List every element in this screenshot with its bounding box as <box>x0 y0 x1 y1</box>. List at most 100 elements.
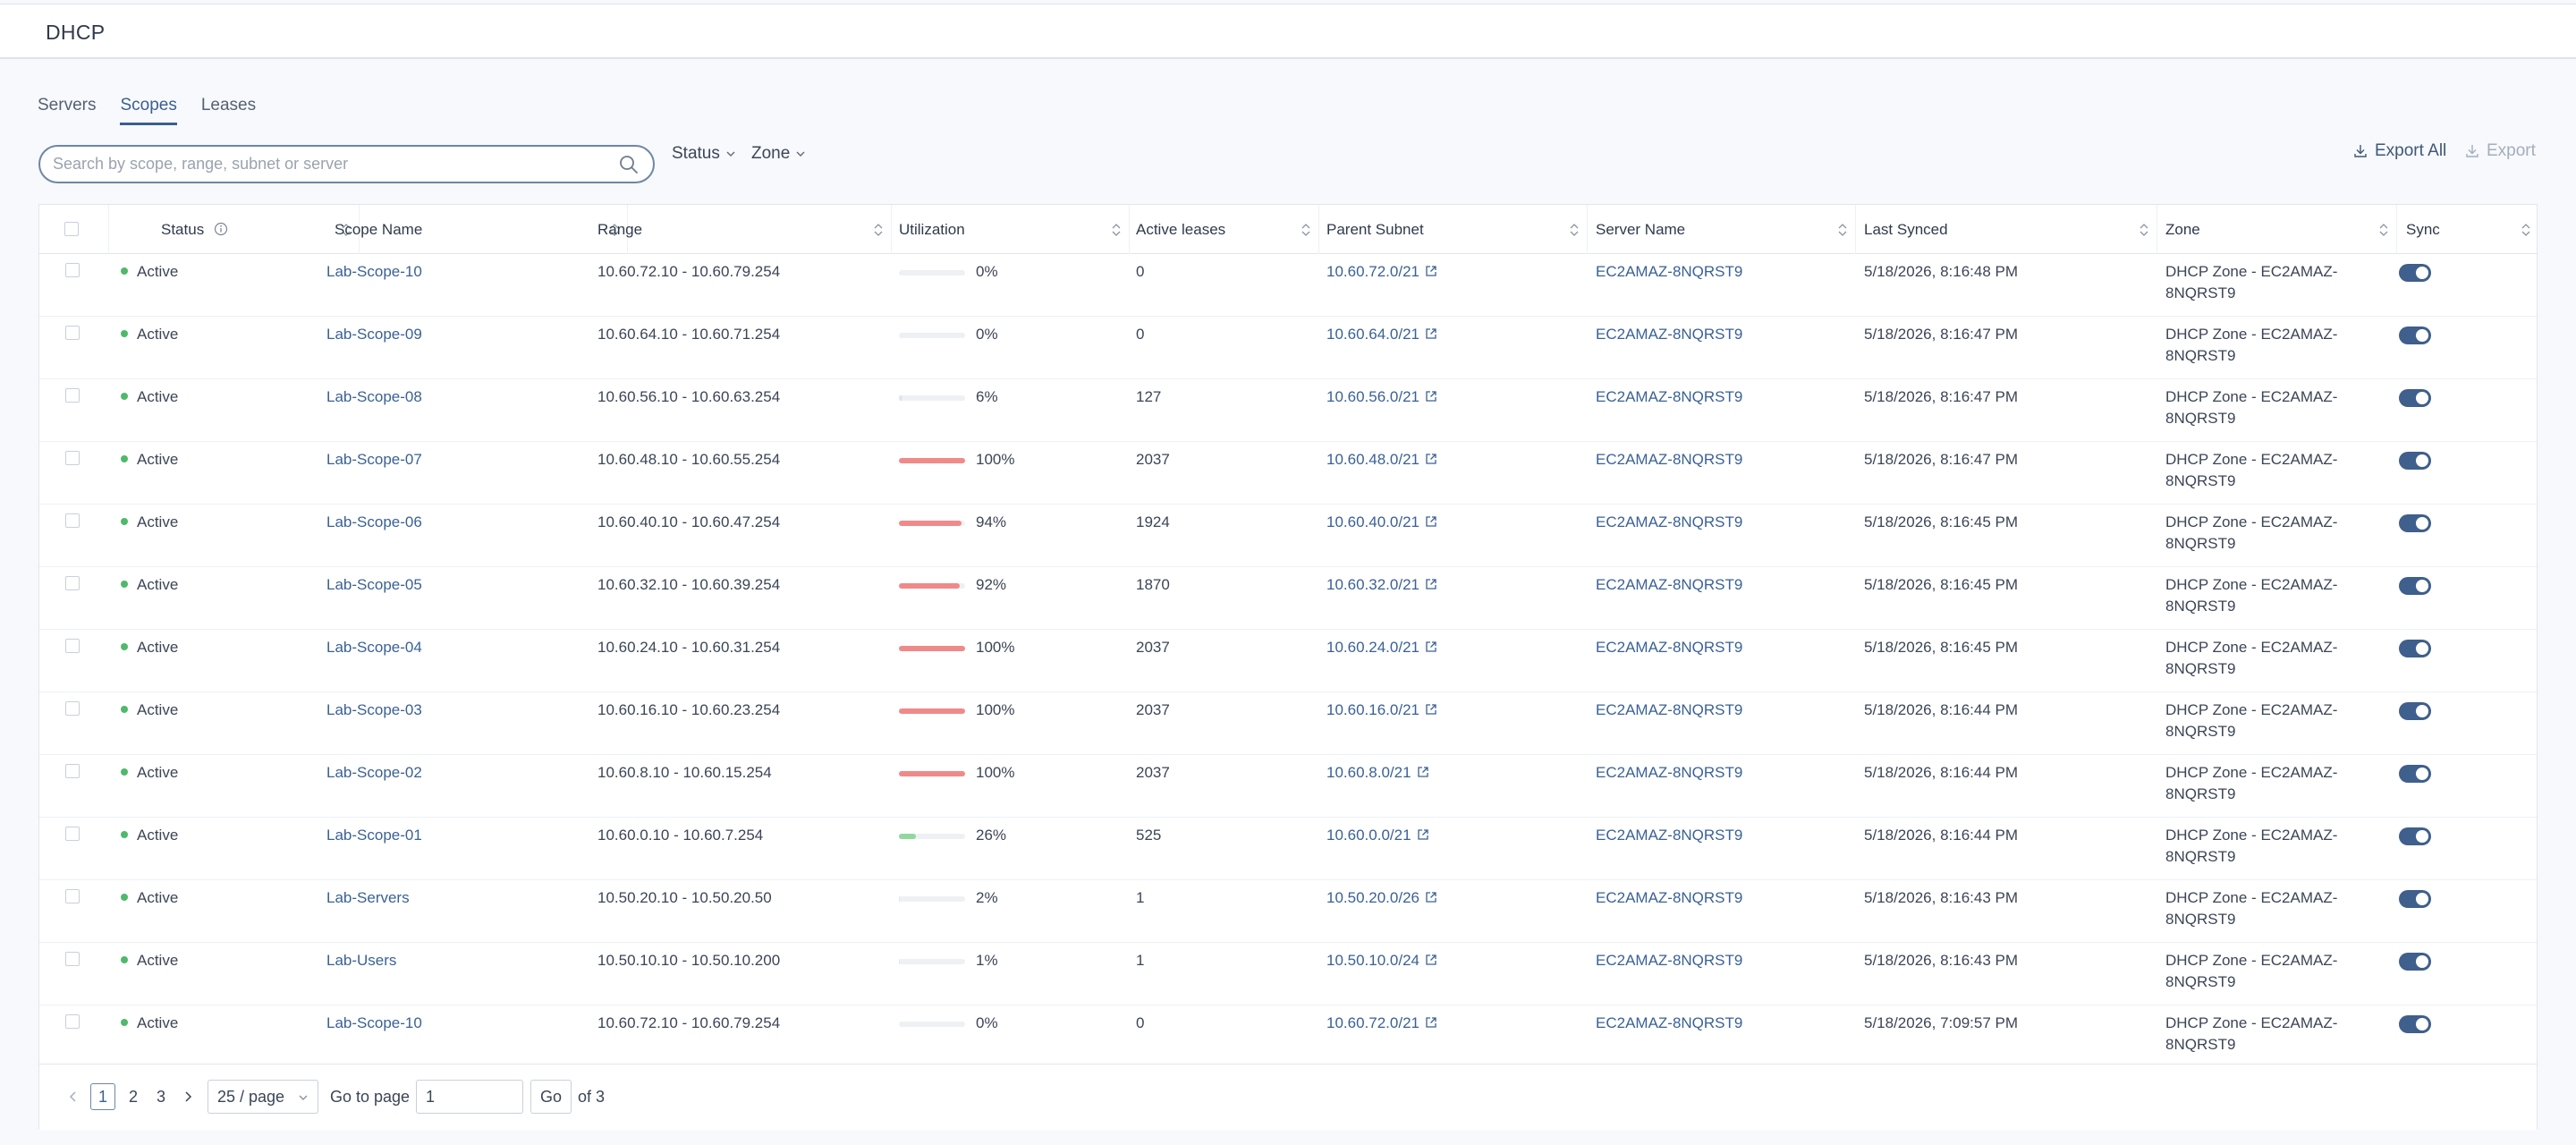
col-sync[interactable]: Sync <box>2397 205 2538 254</box>
page-2-button[interactable]: 2 <box>128 1088 138 1106</box>
info-icon[interactable] <box>214 222 228 236</box>
scope-name-link[interactable]: Lab-Scope-06 <box>326 513 422 530</box>
server-name-link[interactable]: EC2AMAZ-8NQRST9 <box>1596 326 1743 343</box>
page-1-button[interactable]: 1 <box>90 1083 115 1110</box>
server-name-link[interactable]: EC2AMAZ-8NQRST9 <box>1596 513 1743 530</box>
col-status[interactable]: Status <box>109 205 360 254</box>
sort-icon[interactable] <box>873 221 884 239</box>
chevron-right-icon[interactable] <box>182 1090 193 1104</box>
scope-name-link[interactable]: Lab-Scope-03 <box>326 701 422 718</box>
sort-icon[interactable] <box>1569 221 1580 239</box>
col-zone[interactable]: Zone <box>2157 205 2397 254</box>
server-name-link[interactable]: EC2AMAZ-8NQRST9 <box>1596 701 1743 718</box>
parent-subnet-link[interactable]: 10.60.40.0/21 <box>1326 512 1437 533</box>
tab-leases[interactable]: Leases <box>200 96 257 114</box>
parent-subnet-link[interactable]: 10.60.64.0/21 <box>1326 324 1437 345</box>
scope-name-link[interactable]: Lab-Scope-08 <box>326 388 422 405</box>
scope-name-link[interactable]: Lab-Scope-10 <box>326 1014 422 1031</box>
row-checkbox[interactable] <box>65 326 80 340</box>
sort-icon[interactable] <box>2139 221 2149 239</box>
sync-toggle[interactable] <box>2399 264 2431 282</box>
server-name-link[interactable]: EC2AMAZ-8NQRST9 <box>1596 263 1743 280</box>
sort-icon[interactable] <box>2521 221 2531 239</box>
row-checkbox[interactable] <box>65 263 80 277</box>
server-name-link[interactable]: EC2AMAZ-8NQRST9 <box>1596 889 1743 906</box>
row-checkbox[interactable] <box>65 701 80 716</box>
sync-toggle[interactable] <box>2399 514 2431 532</box>
sort-icon[interactable] <box>1111 221 1122 239</box>
tab-scopes[interactable]: Scopes <box>120 93 178 125</box>
row-checkbox[interactable] <box>65 451 80 465</box>
search-input[interactable] <box>53 147 607 182</box>
export-all-button[interactable]: Export All <box>2353 141 2446 161</box>
server-name-link[interactable]: EC2AMAZ-8NQRST9 <box>1596 576 1743 593</box>
col-utilization[interactable]: Utilization <box>892 205 1130 254</box>
row-checkbox[interactable] <box>65 764 80 778</box>
sort-icon[interactable] <box>2378 221 2389 239</box>
scope-name-link[interactable]: Lab-Scope-07 <box>326 451 422 468</box>
server-name-link[interactable]: EC2AMAZ-8NQRST9 <box>1596 952 1743 969</box>
sync-toggle[interactable] <box>2399 1015 2431 1033</box>
scope-name-link[interactable]: Lab-Scope-09 <box>326 326 422 343</box>
tab-servers[interactable]: Servers <box>38 96 97 114</box>
row-checkbox[interactable] <box>65 513 80 528</box>
sync-toggle[interactable] <box>2399 452 2431 470</box>
parent-subnet-link[interactable]: 10.60.56.0/21 <box>1326 386 1437 408</box>
parent-subnet-link[interactable]: 10.60.72.0/21 <box>1326 261 1437 283</box>
col-server-name[interactable]: Server Name <box>1588 205 1856 254</box>
zone-filter[interactable]: Zone <box>751 144 806 163</box>
sync-toggle[interactable] <box>2399 327 2431 344</box>
chevron-left-icon[interactable] <box>68 1090 79 1104</box>
parent-subnet-link[interactable]: 10.50.20.0/26 <box>1326 887 1437 909</box>
export-button[interactable]: Export <box>2465 141 2536 161</box>
sort-icon[interactable] <box>341 221 352 239</box>
sync-toggle[interactable] <box>2399 765 2431 783</box>
parent-subnet-link[interactable]: 10.60.24.0/21 <box>1326 637 1437 658</box>
scope-name-link[interactable]: Lab-Scope-02 <box>326 764 422 781</box>
sort-icon[interactable] <box>1301 221 1311 239</box>
sort-icon[interactable] <box>609 221 620 239</box>
row-checkbox[interactable] <box>65 576 80 590</box>
row-checkbox[interactable] <box>65 1014 80 1029</box>
sync-toggle[interactable] <box>2399 640 2431 657</box>
scope-name-link[interactable]: Lab-Servers <box>326 889 410 906</box>
server-name-link[interactable]: EC2AMAZ-8NQRST9 <box>1596 451 1743 468</box>
server-name-link[interactable]: EC2AMAZ-8NQRST9 <box>1596 827 1743 844</box>
go-button[interactable]: Go <box>530 1080 572 1114</box>
page-3-button[interactable]: 3 <box>156 1088 165 1106</box>
parent-subnet-link[interactable]: 10.60.0.0/21 <box>1326 825 1429 846</box>
scope-name-link[interactable]: Lab-Scope-01 <box>326 827 422 844</box>
row-checkbox[interactable] <box>65 639 80 653</box>
parent-subnet-link[interactable]: 10.50.10.0/24 <box>1326 950 1437 971</box>
status-filter[interactable]: Status <box>672 144 736 163</box>
row-checkbox[interactable] <box>65 889 80 903</box>
parent-subnet-link[interactable]: 10.60.8.0/21 <box>1326 762 1429 784</box>
scope-name-link[interactable]: Lab-Users <box>326 952 397 969</box>
col-active-leases[interactable]: Active leases <box>1130 205 1319 254</box>
col-scope-name[interactable]: Scope Name <box>315 205 628 254</box>
sync-toggle[interactable] <box>2399 890 2431 908</box>
server-name-link[interactable]: EC2AMAZ-8NQRST9 <box>1596 764 1743 781</box>
row-checkbox[interactable] <box>65 952 80 966</box>
server-name-link[interactable]: EC2AMAZ-8NQRST9 <box>1596 388 1743 405</box>
goto-page-input[interactable] <box>416 1080 523 1114</box>
parent-subnet-link[interactable]: 10.60.16.0/21 <box>1326 700 1437 721</box>
scope-name-link[interactable]: Lab-Scope-04 <box>326 639 422 656</box>
parent-subnet-link[interactable]: 10.60.32.0/21 <box>1326 574 1437 596</box>
parent-subnet-link[interactable]: 10.60.72.0/21 <box>1326 1013 1437 1034</box>
server-name-link[interactable]: EC2AMAZ-8NQRST9 <box>1596 639 1743 656</box>
col-last-synced[interactable]: Last Synced <box>1856 205 2157 254</box>
sync-toggle[interactable] <box>2399 389 2431 407</box>
page-size-select[interactable]: 25 / page <box>208 1080 318 1114</box>
scope-name-link[interactable]: Lab-Scope-10 <box>326 263 422 280</box>
row-checkbox[interactable] <box>65 388 80 403</box>
server-name-link[interactable]: EC2AMAZ-8NQRST9 <box>1596 1014 1743 1031</box>
row-checkbox[interactable] <box>65 827 80 841</box>
parent-subnet-link[interactable]: 10.60.48.0/21 <box>1326 449 1437 471</box>
sync-toggle[interactable] <box>2399 577 2431 595</box>
search-icon[interactable] <box>619 155 639 174</box>
sort-icon[interactable] <box>1837 221 1848 239</box>
col-range[interactable]: Range <box>589 205 892 254</box>
scope-name-link[interactable]: Lab-Scope-05 <box>326 576 422 593</box>
sync-toggle[interactable] <box>2399 953 2431 971</box>
